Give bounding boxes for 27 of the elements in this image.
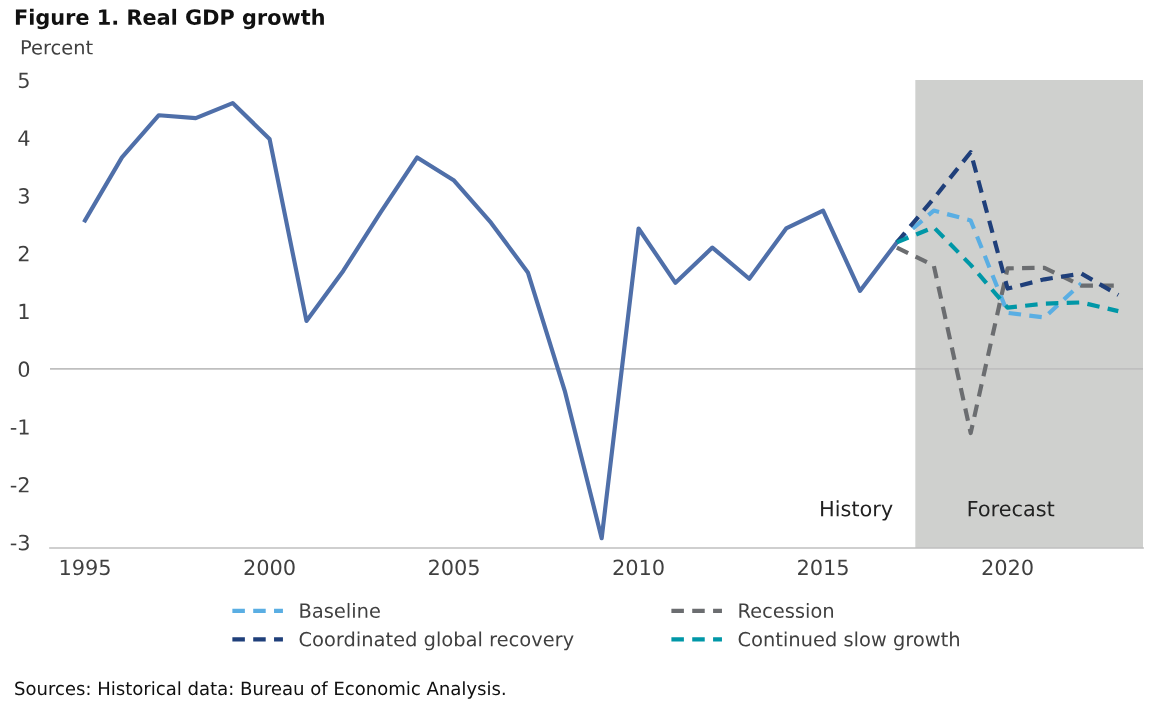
source-note: Sources: Historical data: Bureau of Economic Analysis.: [15, 681, 505, 699]
y-tick-label: 1: [19, 303, 29, 320]
y-tick-label: -2: [10, 476, 29, 493]
x-tick-label: 2020: [982, 559, 1033, 576]
legend-label: Recession: [739, 602, 833, 618]
y-tick-label: -1: [10, 419, 29, 435]
y-tick-label: 4: [18, 130, 30, 146]
line-series: [894, 225, 1121, 314]
y-tick-label: 3: [18, 188, 29, 204]
chart-title: Figure 1. Real GDP growth: [15, 8, 324, 30]
y-tick-label: 5: [18, 72, 29, 89]
x-tick-label: 1995: [60, 559, 110, 576]
line-series: [82, 101, 899, 541]
legend-label: Coordinated global recovery: [299, 631, 574, 651]
annotation: History: [821, 500, 893, 521]
x-tick-label: 2005: [429, 559, 479, 576]
line-series: [894, 150, 1121, 298]
legend-label: Continued slow growth: [738, 631, 959, 651]
y-tick-label: 0: [18, 361, 30, 378]
x-tick-label: 2000: [244, 559, 295, 576]
x-tick-label: 2010: [613, 559, 664, 576]
y-tick-label: -3: [10, 534, 29, 551]
legend-label: Baseline: [300, 602, 380, 618]
y-tick-label: 2: [18, 245, 29, 262]
x-tick-label: 2015: [798, 559, 848, 576]
band-label: Forecast: [968, 501, 1055, 517]
y-axis-title: Percent: [21, 40, 93, 55]
